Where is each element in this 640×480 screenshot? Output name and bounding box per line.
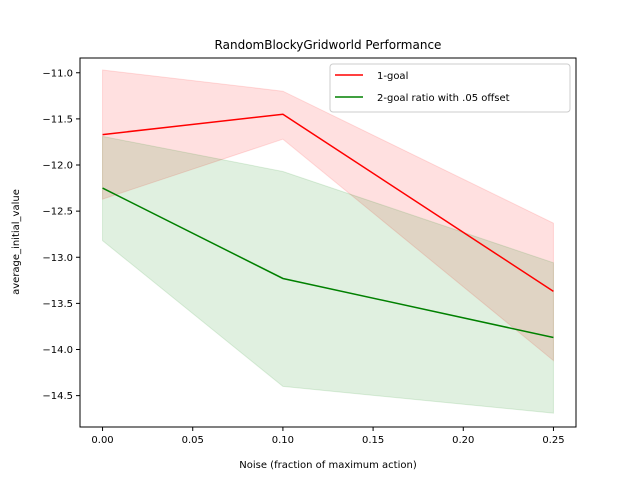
y-tick-label: −12.5 — [42, 207, 73, 218]
x-tick-label: 0.15 — [362, 435, 384, 446]
y-tick-label: −11.5 — [42, 114, 73, 125]
chart-title: RandomBlockyGridworld Performance — [215, 38, 442, 52]
series-lines — [102, 113, 554, 339]
y-tick-label: −13.0 — [42, 253, 73, 264]
legend-label-2: 2-goal ratio with .05 offset — [377, 93, 510, 104]
legend-label-1: 1-goal — [377, 71, 408, 82]
y-tick-label: −13.5 — [42, 299, 73, 310]
x-tick-label: 0.00 — [91, 435, 113, 446]
x-tick-label: 0.25 — [542, 435, 564, 446]
confidence-band-series-2 — [102, 135, 554, 414]
confidence-bands — [102, 69, 554, 414]
series-line-1 — [102, 113, 554, 293]
x-tick-label: 0.10 — [272, 435, 294, 446]
legend-box — [329, 63, 571, 113]
x-axis-ticks: 0.00 0.05 0.10 0.15 0.20 0.25 — [91, 427, 565, 446]
plot-frame — [79, 57, 577, 428]
y-axis-ticks: −11.0 −11.5 −12.0 −12.5 −13.0 −13.5 −14.0 −14.5 — [42, 68, 80, 402]
y-tick-label: −14.5 — [42, 391, 73, 402]
x-axis-label: Noise (fraction of maximum action) — [239, 460, 417, 471]
x-tick-label: 0.20 — [452, 435, 474, 446]
y-axis-label: average_initial_value — [11, 189, 22, 295]
y-tick-label: −12.0 — [42, 161, 73, 172]
series-line-2 — [102, 187, 554, 339]
y-tick-label: −14.0 — [42, 345, 73, 356]
confidence-band-series-1 — [102, 69, 554, 362]
x-tick-label: 0.05 — [182, 435, 204, 446]
y-tick-label: −11.0 — [42, 68, 73, 79]
legend: 1-goal 2-goal ratio with .05 offset — [329, 63, 571, 113]
